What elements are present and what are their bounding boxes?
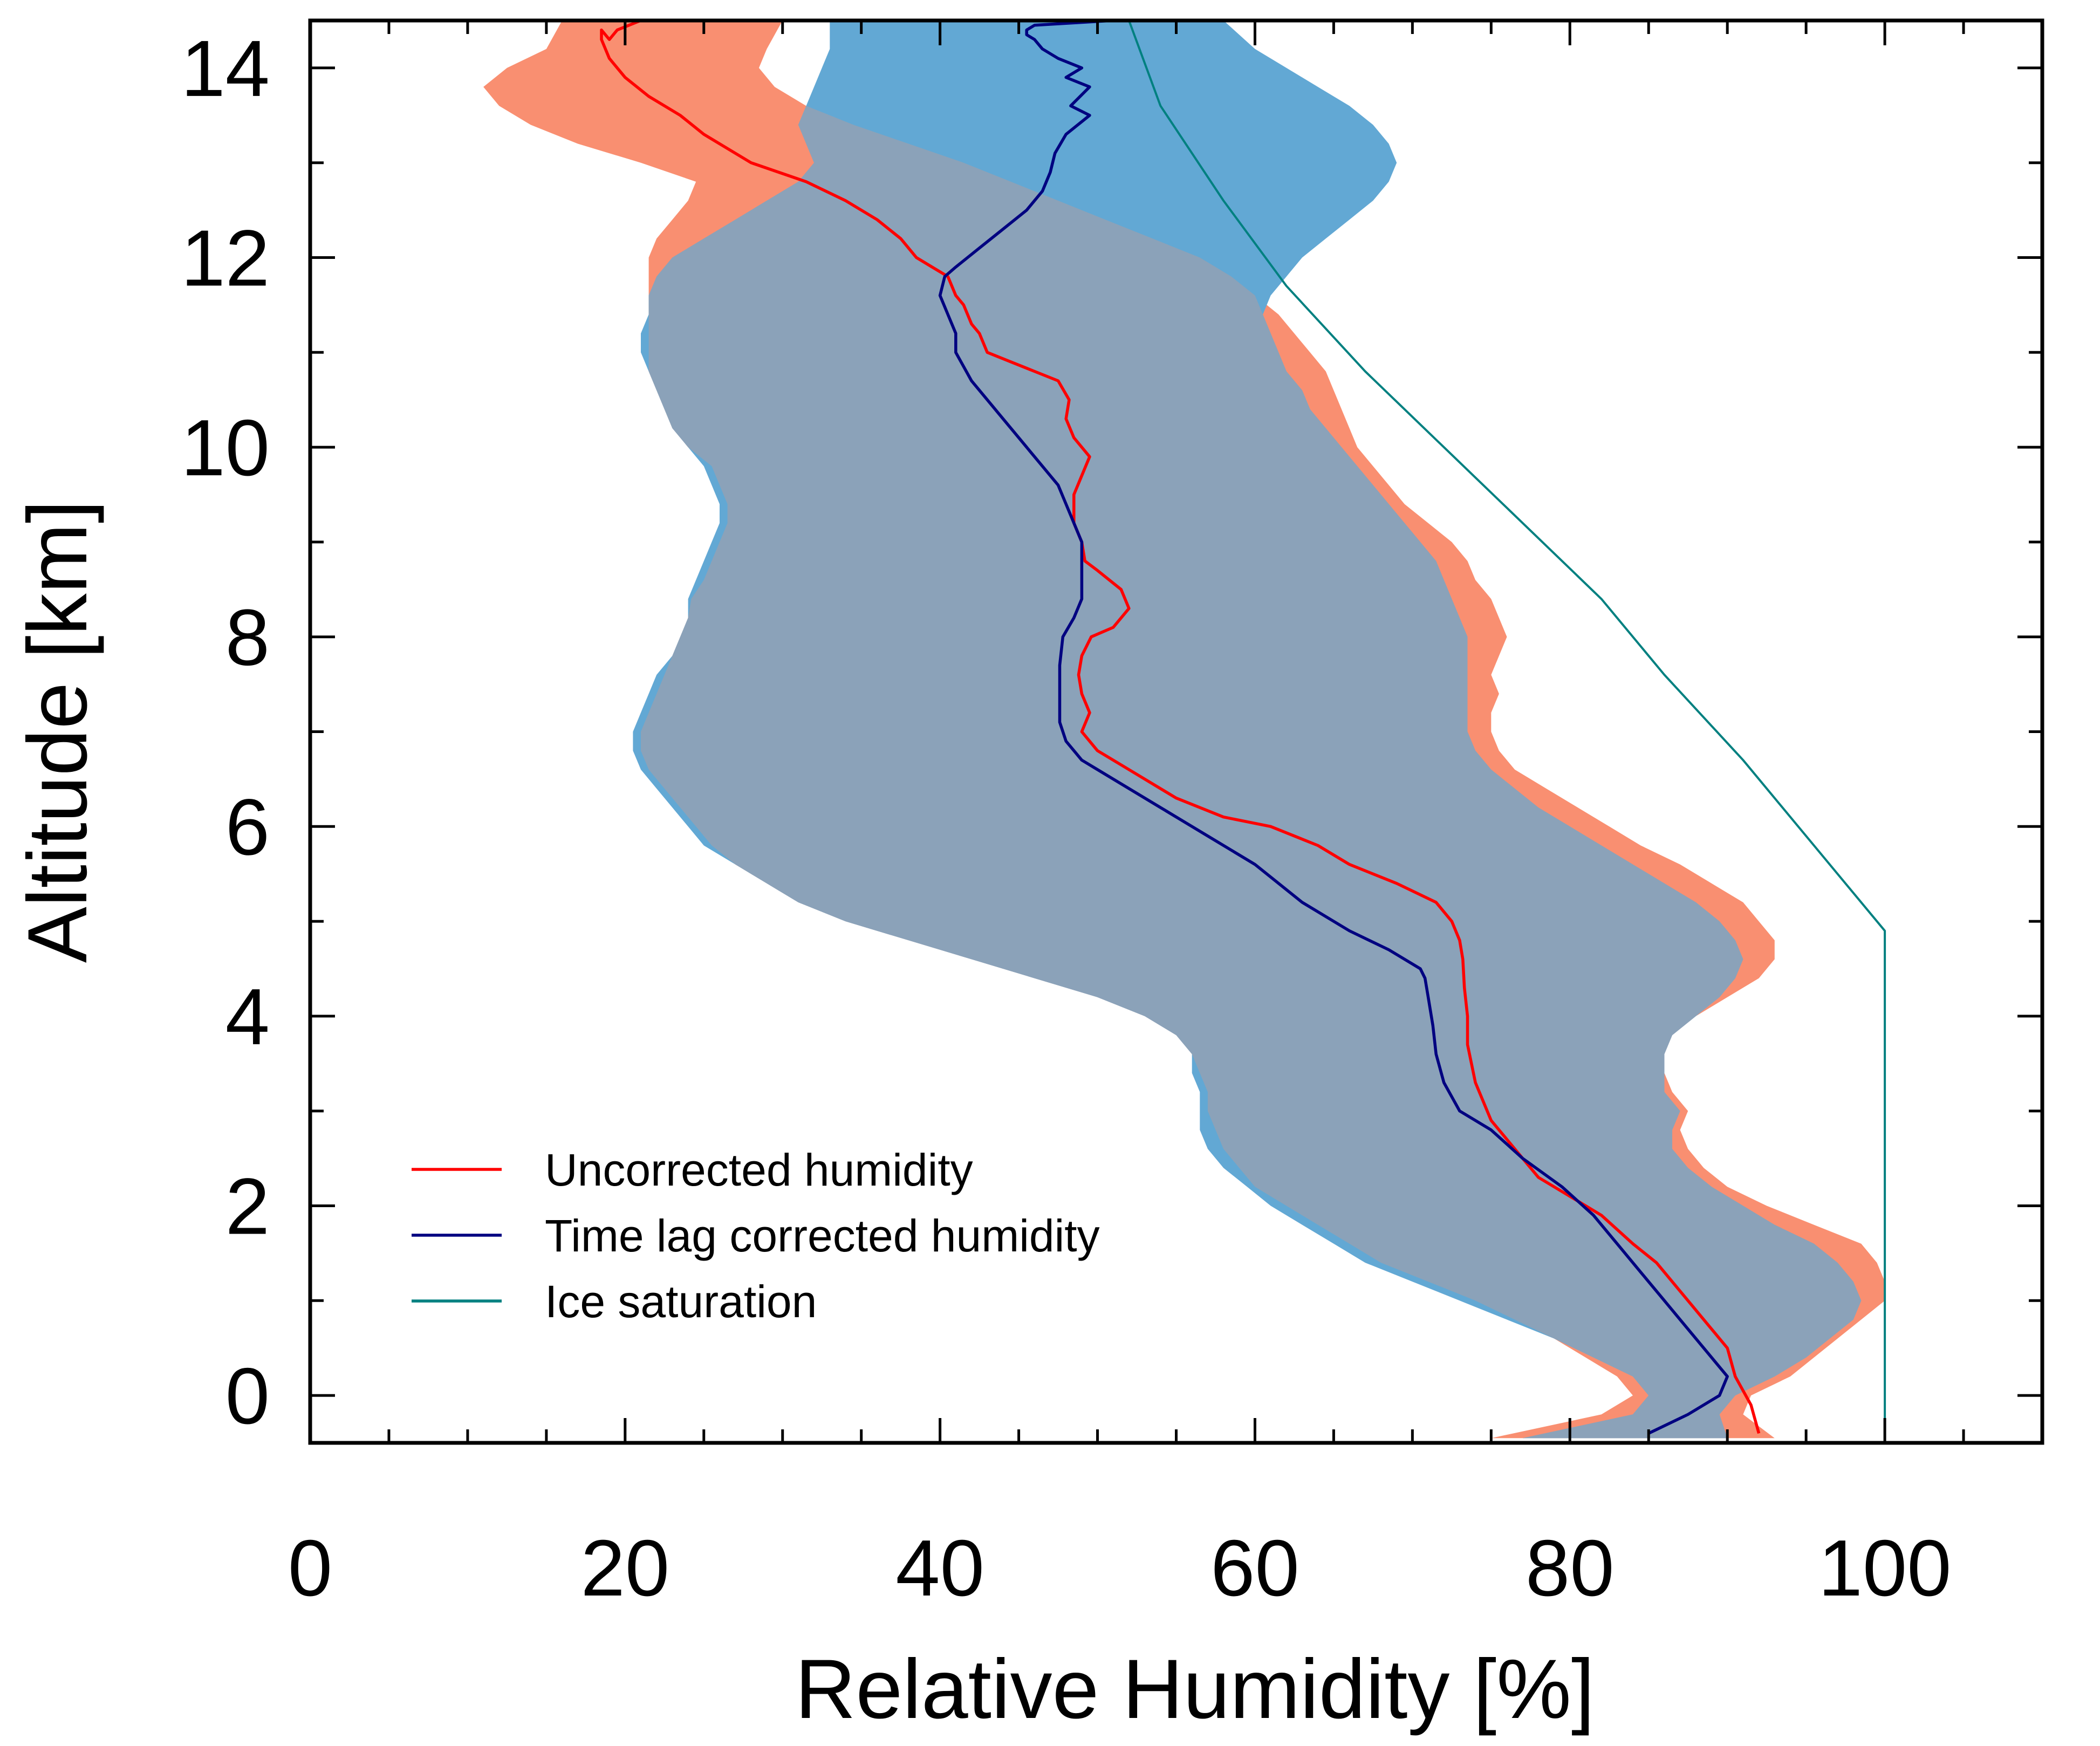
x-tick-label: 100	[1818, 1524, 1952, 1613]
spread-bands	[483, 20, 1885, 1439]
ice-saturation-line	[1128, 20, 1886, 1443]
y-axis-title: Altitude [km]	[11, 500, 105, 963]
y-tick-label: 4	[225, 973, 270, 1062]
legend: Uncorrected humidity Time lag corrected h…	[412, 1145, 1100, 1327]
y-tick-label: 6	[225, 783, 270, 872]
plot-frame	[308, 18, 2044, 1445]
y-tick-label: 10	[181, 403, 270, 492]
x-axis-title: Relative Humidity [%]	[795, 1642, 1595, 1736]
legend-label: Ice saturation	[545, 1276, 817, 1327]
x-tick-label: 40	[895, 1524, 984, 1613]
series-lines	[600, 20, 1886, 1443]
uncorrected-humidity-line	[600, 20, 1761, 1434]
x-tick-label: 60	[1210, 1524, 1299, 1613]
y-tick-label: 2	[225, 1162, 270, 1251]
legend-label: Uncorrected humidity	[545, 1145, 973, 1195]
x-tick-label: 20	[581, 1524, 670, 1613]
x-tick-label: 0	[288, 1524, 332, 1613]
x-tick-label: 80	[1526, 1524, 1615, 1613]
axis-ticks: 0 20 40 60 80 100 0 2 4 6 8 10 12 14	[181, 20, 2044, 1613]
y-tick-label: 0	[225, 1352, 270, 1441]
y-tick-label: 8	[225, 593, 270, 682]
spread-band-3	[641, 106, 1862, 1439]
y-tick-label: 14	[181, 24, 270, 113]
time-lag-corrected-humidity-line	[938, 20, 1729, 1435]
legend-label: Time lag corrected humidity	[545, 1210, 1100, 1261]
y-tick-label: 12	[181, 214, 270, 303]
